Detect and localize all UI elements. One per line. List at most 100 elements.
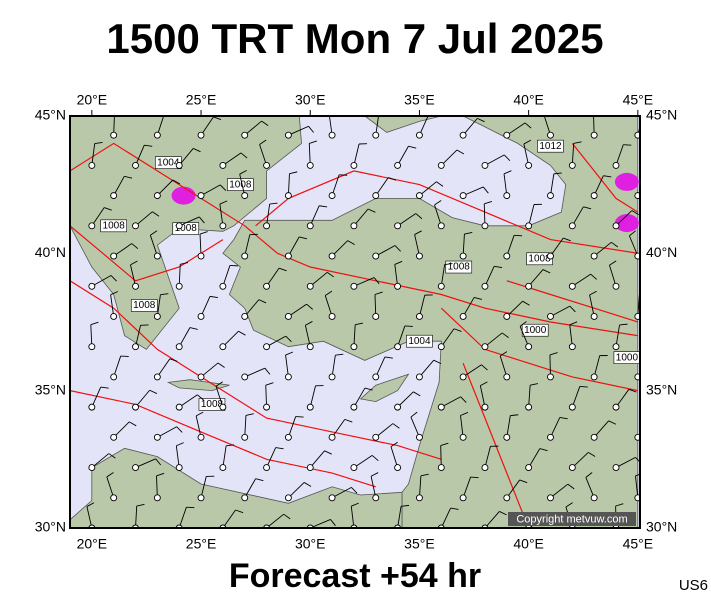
lon-label-bottom: 35°E — [404, 536, 435, 552]
barb-feather — [209, 295, 218, 299]
lon-label-bottom: 25°E — [186, 536, 217, 552]
barb-shaft — [462, 297, 475, 317]
barb-feather — [503, 154, 511, 161]
barb-station — [175, 403, 183, 411]
barb-feather — [408, 145, 417, 149]
barb-station — [241, 131, 249, 139]
barb-feather — [590, 273, 598, 280]
barb-feather — [219, 184, 227, 191]
barb-feather — [503, 170, 512, 175]
barb-shaft — [572, 273, 591, 287]
barb-shaft — [331, 240, 349, 257]
barb-feather — [364, 387, 373, 391]
barb-feather — [394, 260, 403, 265]
barb-station — [415, 131, 423, 139]
barb-station — [153, 494, 161, 502]
barb-shaft — [199, 234, 202, 257]
barb-shaft — [528, 448, 541, 468]
barb-feather — [611, 241, 619, 248]
barb-station — [437, 343, 445, 351]
barb-feather — [523, 139, 532, 145]
barb-station — [547, 192, 554, 200]
barb-station — [328, 131, 336, 139]
lon-label-bottom: 40°E — [513, 536, 544, 552]
barb-shaft — [156, 294, 161, 317]
barb-shaft — [309, 205, 320, 227]
barb-feather — [603, 175, 612, 178]
barb-feather — [106, 472, 114, 478]
barb-station — [350, 161, 358, 169]
barb-station — [219, 222, 227, 230]
barb-station — [110, 252, 118, 260]
barb-shaft — [370, 476, 377, 498]
barb-feather — [415, 213, 423, 220]
barb-feather — [392, 423, 400, 429]
barb-shaft — [569, 324, 573, 347]
barb-shaft — [550, 305, 571, 317]
barb-shaft — [441, 396, 461, 408]
barb-shaft — [200, 476, 207, 498]
isobar-label-box — [130, 299, 158, 312]
barb-station — [175, 282, 183, 290]
barb-station — [197, 252, 205, 260]
barb-shaft — [479, 385, 486, 408]
barb-feather — [470, 476, 479, 479]
barb-shaft — [106, 476, 115, 498]
barb-shaft — [503, 173, 508, 196]
title: 1500 TRT Mon 7 Jul 2025 — [106, 15, 603, 62]
barb-station — [153, 192, 161, 200]
barb-shaft — [113, 176, 125, 196]
lat-label-right: 35°N — [646, 381, 677, 397]
barb-feather — [124, 175, 133, 179]
barb-feather — [374, 291, 383, 295]
barb-feather — [238, 330, 246, 336]
barb-shaft — [328, 116, 333, 136]
barb-shaft — [353, 455, 373, 468]
barb-feather — [278, 267, 287, 272]
barb-feather — [494, 265, 503, 268]
landmass — [222, 116, 639, 528]
barb-shaft — [484, 511, 500, 528]
barb-station — [241, 192, 249, 200]
barb-shaft — [135, 145, 145, 166]
barb-feather — [240, 152, 248, 159]
barb-station — [219, 282, 227, 290]
barb-station — [241, 313, 249, 320]
barb-feather — [413, 391, 421, 397]
barb-station — [306, 464, 314, 472]
lon-label-top: 35°E — [404, 92, 435, 108]
isobar-label: 1008 — [103, 220, 126, 231]
barb-station — [153, 252, 161, 260]
barb-shaft — [200, 362, 219, 378]
barb-shaft — [615, 324, 620, 347]
barb-shaft — [288, 303, 307, 317]
barb-shaft — [266, 447, 277, 468]
barb-feather — [542, 269, 551, 274]
lon-label-top: 25°E — [186, 92, 217, 108]
barb-shaft — [419, 359, 435, 378]
barb-shaft — [353, 143, 360, 166]
barb-shaft — [390, 446, 399, 468]
barb-feather — [308, 126, 314, 133]
isobar-label-box — [100, 219, 127, 233]
barb-feather — [176, 442, 184, 447]
barb-shaft — [440, 149, 458, 166]
barb-shaft — [324, 295, 333, 317]
barb-station — [503, 494, 511, 502]
barb-shaft — [462, 364, 482, 378]
barb-station — [503, 131, 511, 139]
barb-feather — [367, 208, 376, 213]
barb-station — [590, 494, 598, 502]
lon-label-bottom: 20°E — [77, 536, 108, 552]
barb-feather — [261, 120, 269, 127]
barb-shaft — [506, 300, 523, 317]
barb-feather — [544, 110, 551, 114]
barb-station — [306, 403, 314, 411]
barb-shaft — [550, 173, 555, 196]
barb-station — [153, 433, 161, 441]
barb-shaft — [309, 271, 328, 287]
barb-feather — [388, 177, 397, 181]
barb-shaft — [397, 146, 409, 166]
isobar-label: 1000 — [616, 352, 639, 363]
